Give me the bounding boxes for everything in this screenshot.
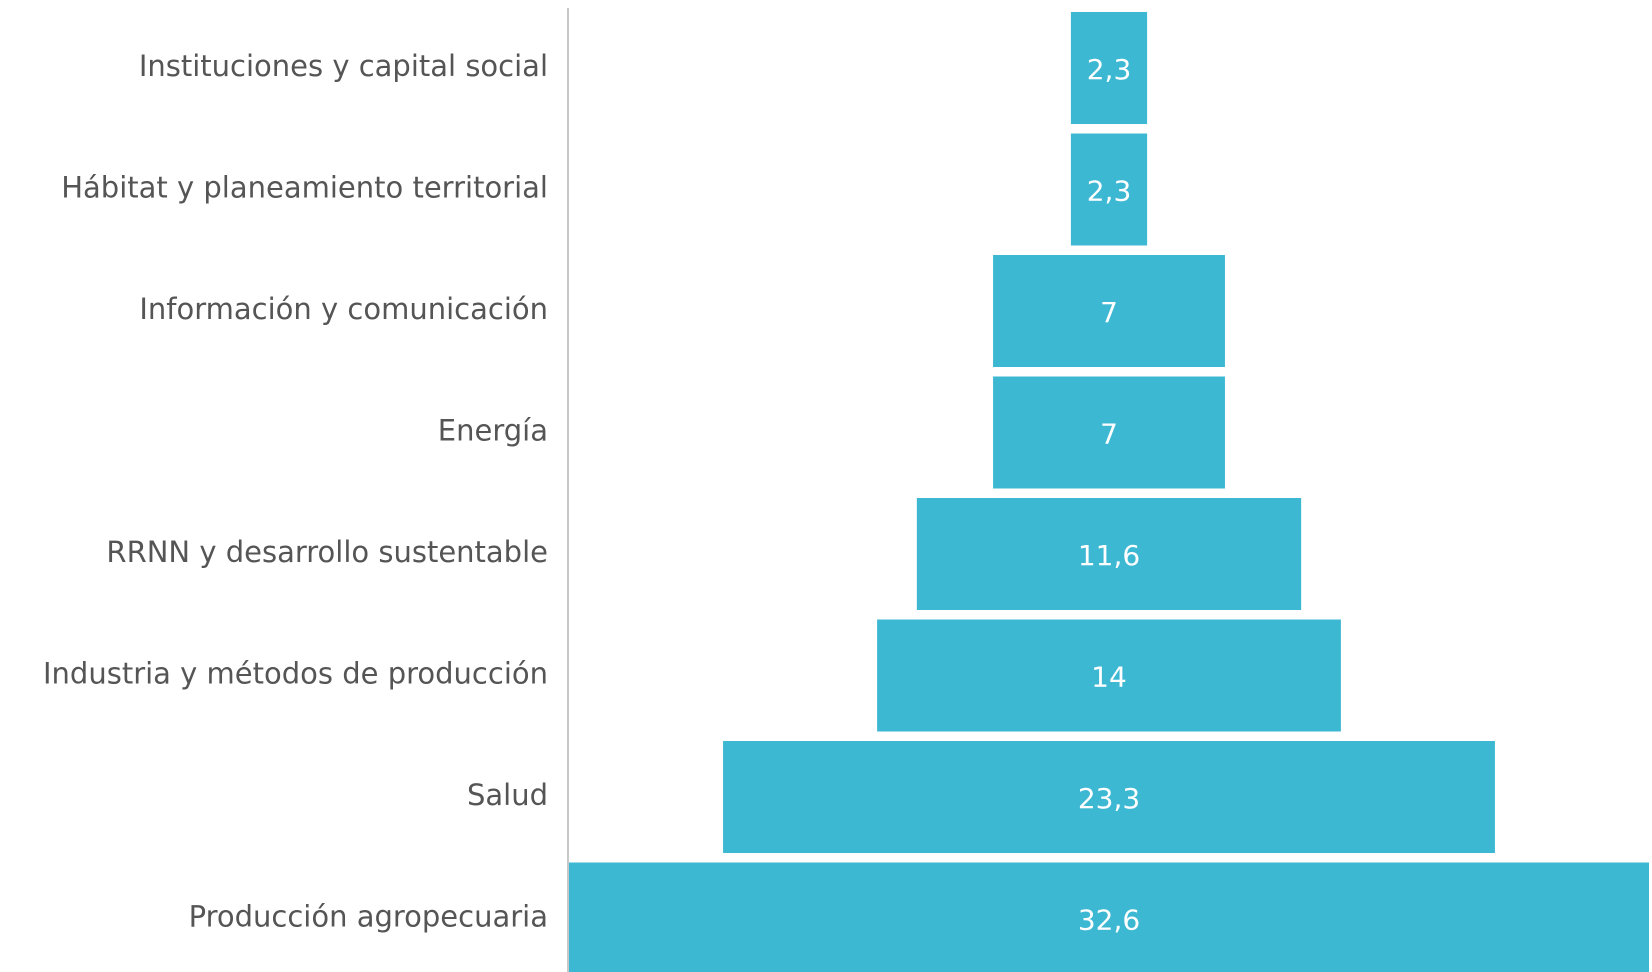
value-label: 2,3 (1087, 53, 1132, 86)
category-label: Producción agropecuaria (189, 900, 548, 934)
category-label: Información y comunicación (139, 292, 548, 326)
value-label: 2,3 (1087, 175, 1132, 208)
value-label: 11,6 (1078, 539, 1140, 572)
bar (916, 498, 1302, 610)
category-label: RRNN y desarrollo sustentable (106, 535, 548, 569)
value-label: 7 (1100, 418, 1118, 451)
category-label: Hábitat y planeamiento territorial (61, 171, 548, 205)
category-label: Industria y métodos de producción (43, 657, 548, 691)
bar (993, 255, 1225, 367)
value-label: 14 (1091, 661, 1127, 694)
bar (993, 376, 1225, 489)
category-label: Energía (438, 414, 548, 448)
bar (1070, 12, 1148, 124)
bar (877, 619, 1341, 732)
value-label: 23,3 (1078, 782, 1140, 815)
value-label: 7 (1100, 296, 1118, 329)
bar (723, 741, 1495, 853)
bar (569, 862, 1649, 972)
category-label: Instituciones y capital social (139, 49, 548, 83)
category-label: Salud (467, 778, 548, 812)
bar (1070, 133, 1148, 246)
value-label: 32,6 (1078, 904, 1140, 937)
